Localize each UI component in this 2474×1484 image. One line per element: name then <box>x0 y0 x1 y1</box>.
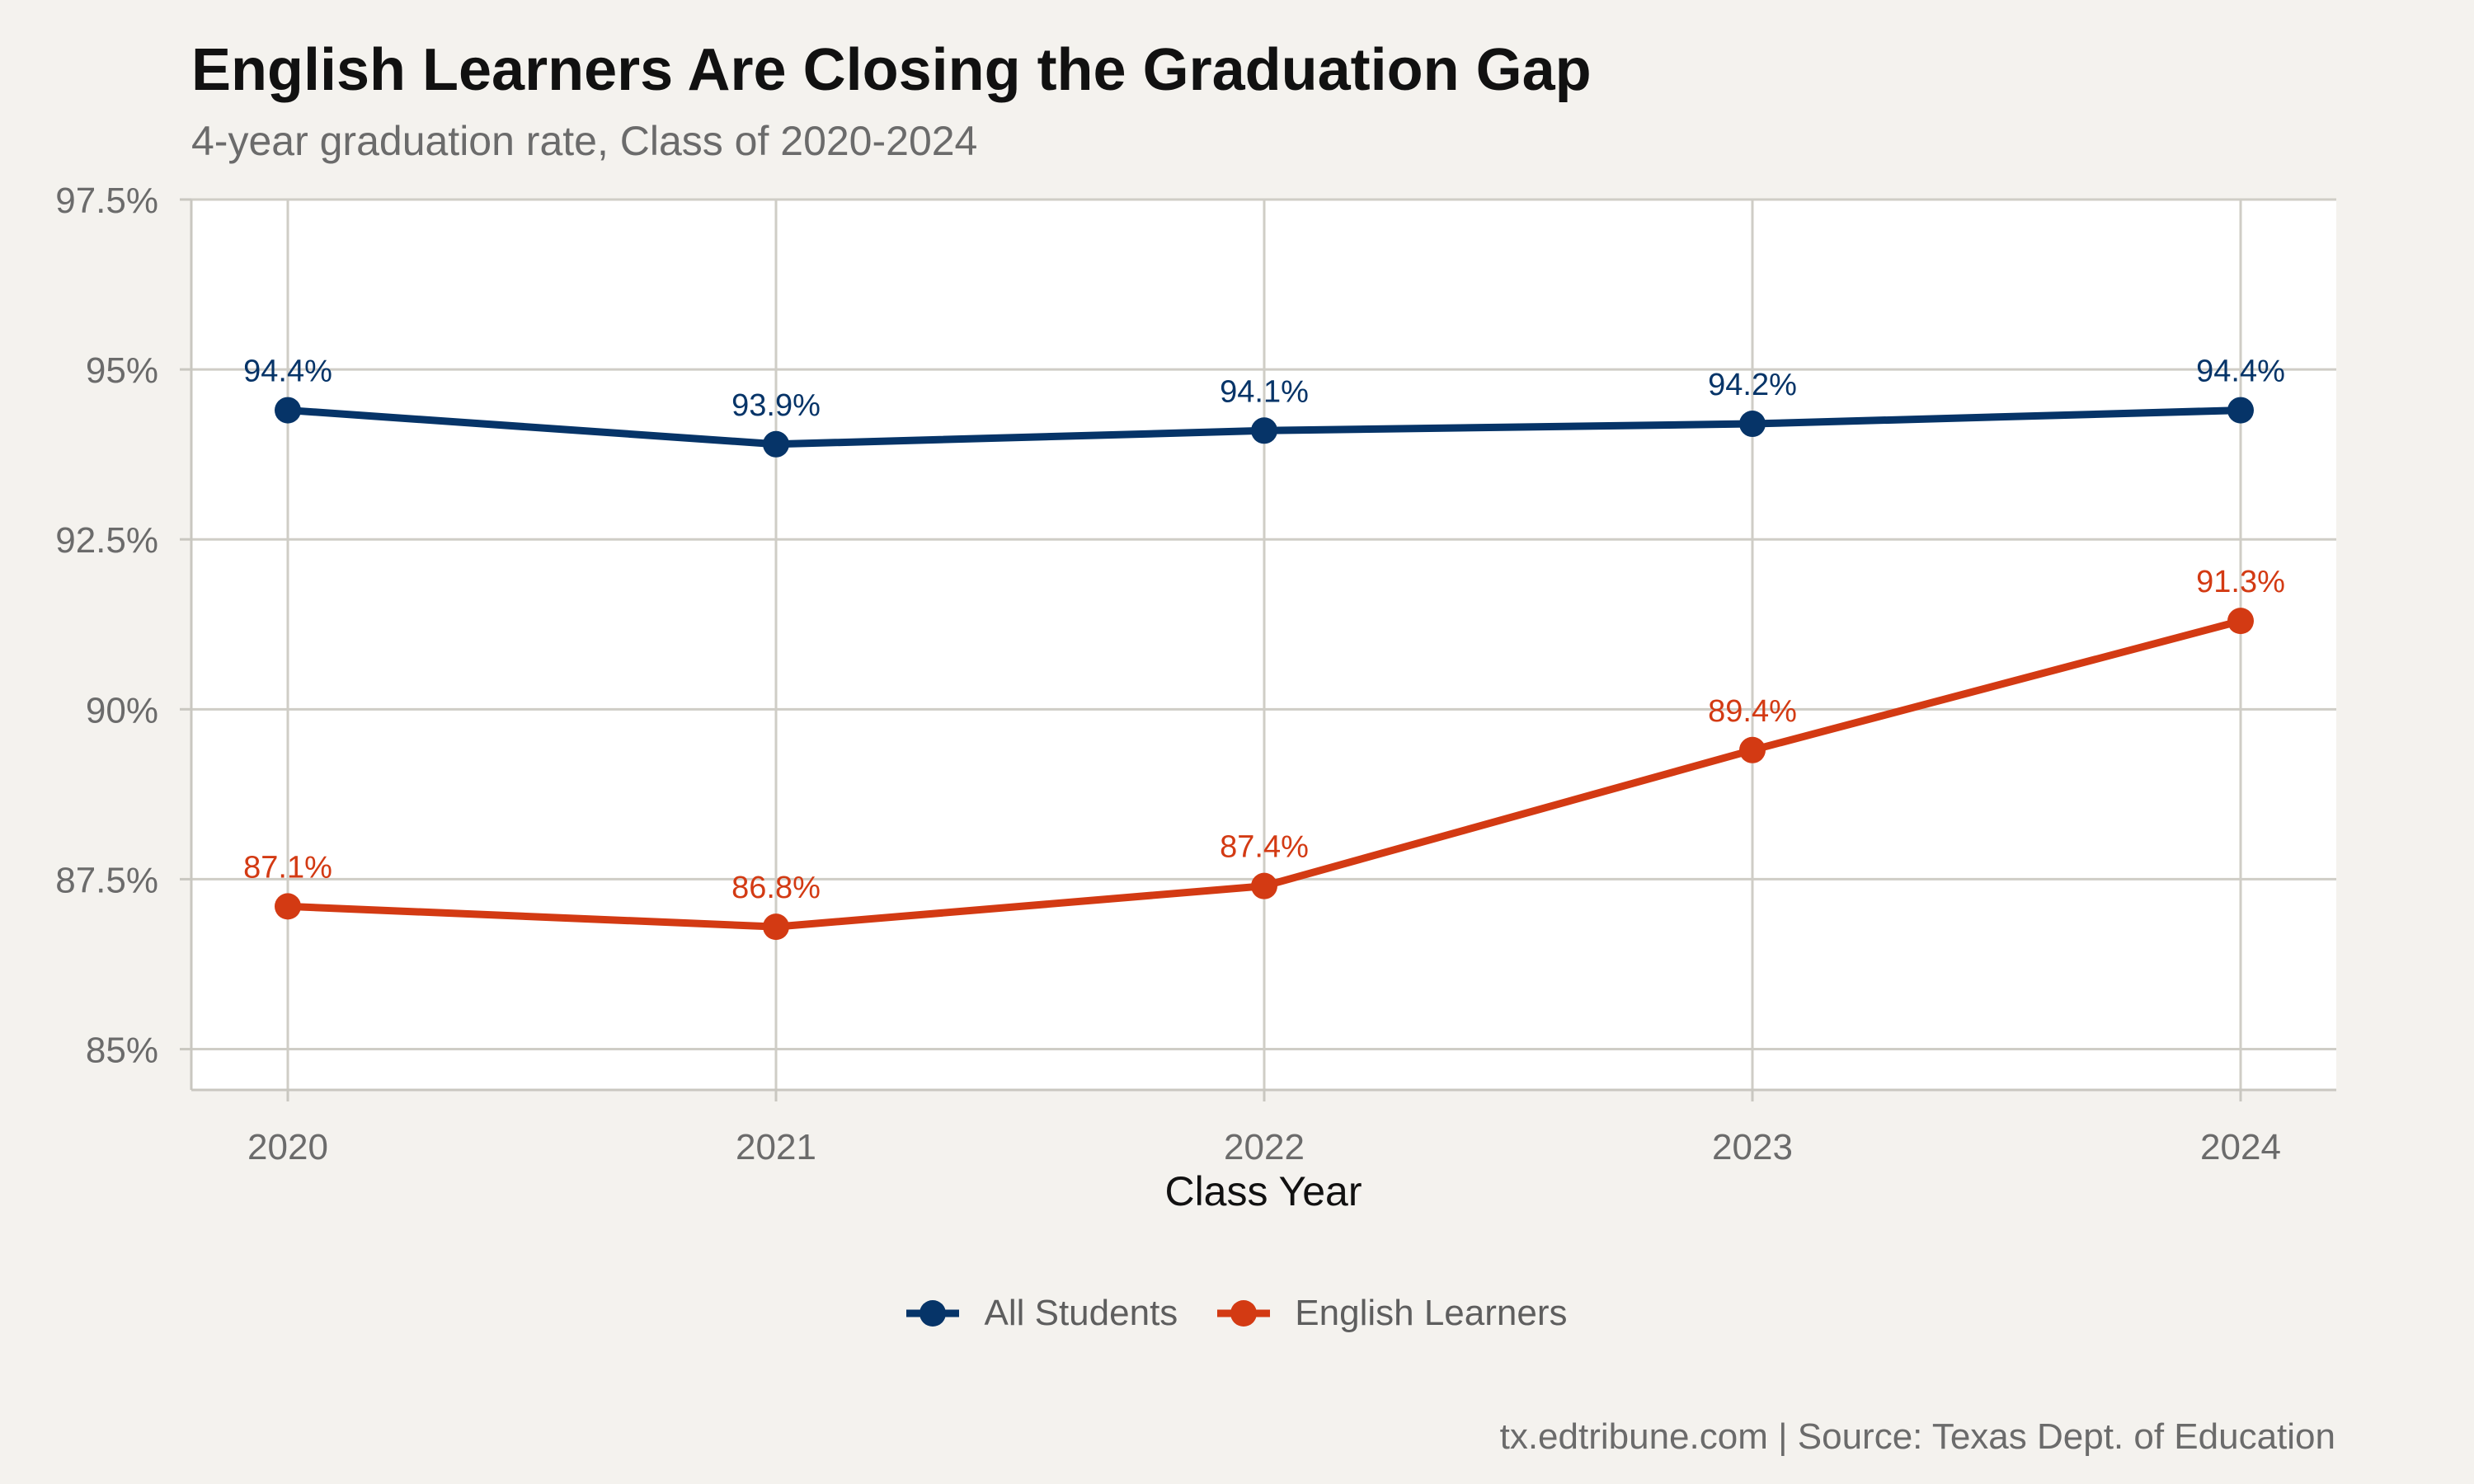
data-label-english-learners: 87.4% <box>1220 830 1309 865</box>
data-label-all-students: 94.4% <box>2196 355 2285 389</box>
data-point-english-learners <box>1739 736 1766 763</box>
chart-subtitle: 4-year graduation rate, Class of 2020-20… <box>191 118 978 164</box>
y-tick-label: 90% <box>86 690 158 730</box>
data-point-english-learners <box>275 893 301 920</box>
legend-key-all-students <box>906 1300 960 1327</box>
legend-item-english-learners: English Learners <box>1217 1293 1568 1334</box>
data-point-english-learners <box>763 913 789 941</box>
y-tick-label: 85% <box>86 1031 158 1071</box>
data-point-all-students <box>275 397 301 424</box>
data-point-all-students <box>763 430 789 458</box>
x-tick-label: 2023 <box>1712 1127 1793 1167</box>
x-gridlines <box>286 200 2242 1090</box>
data-point-all-students <box>2227 397 2254 424</box>
data-label-english-learners: 86.8% <box>731 871 821 905</box>
data-point-all-students <box>1251 417 1277 444</box>
y-tick-label: 87.5% <box>55 860 158 900</box>
data-label-english-learners: 91.3% <box>2196 565 2285 599</box>
y-tick-label: 97.5% <box>55 181 158 221</box>
data-point-english-learners <box>2227 608 2254 635</box>
source-caption: tx.edtribune.com | Source: Texas Dept. o… <box>1499 1416 2335 1457</box>
legend-key-english-learners <box>1217 1300 1271 1327</box>
x-axis-title: Class Year <box>1164 1168 1362 1214</box>
x-tick-label: 2024 <box>2200 1127 2281 1167</box>
data-label-all-students: 94.4% <box>243 355 332 389</box>
data-point-english-learners <box>1251 872 1277 899</box>
data-label-english-learners: 89.4% <box>1708 694 1797 729</box>
chart-title: English Learners Are Closing the Graduat… <box>191 37 1592 103</box>
y-axis-ticks: 85% 87.5% 90% 92.5% 95% 97.5% <box>55 181 191 1071</box>
x-tick-label: 2020 <box>247 1127 328 1167</box>
legend-label-all-students: All Students <box>984 1293 1178 1333</box>
legend-label-english-learners: English Learners <box>1295 1293 1568 1333</box>
x-tick-label: 2021 <box>736 1127 816 1167</box>
data-label-all-students: 94.2% <box>1708 368 1797 402</box>
legend: All Students English Learners <box>0 1293 2474 1334</box>
data-label-all-students: 93.9% <box>731 388 821 423</box>
x-tick-label: 2022 <box>1224 1127 1305 1167</box>
series-layer: 94.4% 93.9% 94.1% 94.2% 94.4% 87.1% 86.8% 87.4%… <box>243 355 2285 941</box>
data-point-all-students <box>1739 411 1766 438</box>
legend-item-all-students: All Students <box>906 1293 1178 1334</box>
data-label-english-learners: 87.1% <box>243 850 332 885</box>
x-axis-ticks: 2020 2021 2022 2023 2024 <box>247 1090 2281 1167</box>
y-tick-label: 95% <box>86 350 158 391</box>
y-tick-label: 92.5% <box>55 520 158 561</box>
data-label-all-students: 94.1% <box>1220 374 1309 409</box>
